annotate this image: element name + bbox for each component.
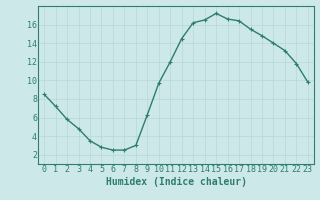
X-axis label: Humidex (Indice chaleur): Humidex (Indice chaleur) xyxy=(106,177,246,187)
